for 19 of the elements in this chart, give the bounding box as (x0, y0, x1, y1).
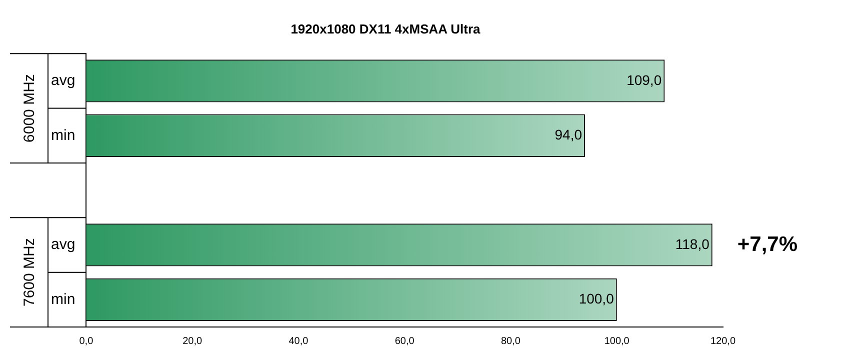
text: 7600 MHz (21, 238, 38, 307)
x-tick-label: 20,0 (182, 336, 202, 347)
text: 6000 MHz (21, 74, 38, 142)
y-tick-label: avg (50, 72, 76, 90)
x-tick-label: 0,0 (79, 336, 94, 347)
y-tick-label: avg (50, 236, 76, 254)
data-label: 109,0 (626, 72, 662, 88)
x-tick-label: 40,0 (288, 336, 309, 347)
x-tick-label: 100,0 (604, 336, 630, 347)
chart-title: 1920x1080 DX11 4xMSAA Ultra (290, 21, 482, 36)
data-label: 118,0 (675, 236, 710, 252)
y-tick-label: min (51, 290, 76, 308)
text: +7,7% (737, 232, 798, 256)
x-tick-label: 60,0 (394, 336, 415, 347)
data-label: 100,0 (578, 290, 614, 307)
y-tick-label: min (51, 126, 76, 144)
data-label: 94,0 (554, 126, 582, 142)
x-tick-label: 80,0 (500, 336, 521, 347)
x-tick-label: 120,0 (710, 336, 736, 347)
